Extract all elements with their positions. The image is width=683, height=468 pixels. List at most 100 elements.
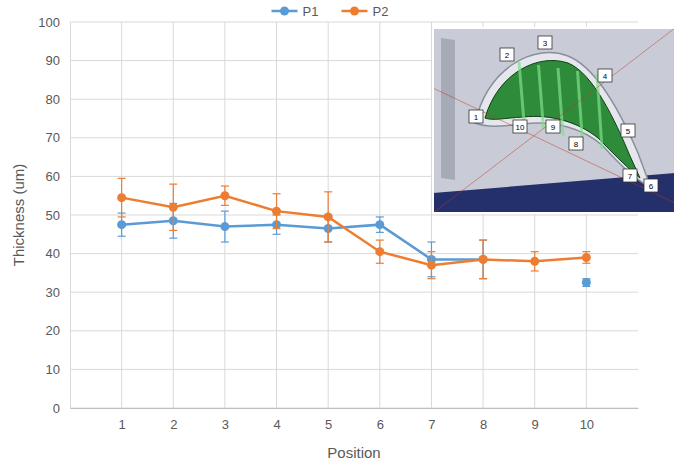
inset-guide xyxy=(433,88,675,203)
error-bar xyxy=(479,240,487,279)
inset-label: 9 xyxy=(551,123,556,132)
error-bar-line xyxy=(479,239,487,240)
legend-marker xyxy=(280,7,289,16)
inset-background xyxy=(433,28,675,213)
error-bar-line xyxy=(324,241,332,242)
error-bar xyxy=(376,240,384,263)
y-grid-line xyxy=(70,215,638,216)
y-tick-label: 0 xyxy=(53,401,60,416)
inset-highlight xyxy=(578,71,583,142)
error-bar-line xyxy=(427,241,435,242)
error-bar xyxy=(118,178,126,217)
x-grid-line xyxy=(224,22,225,408)
inset-label: 2 xyxy=(505,51,510,60)
inset-label: 5 xyxy=(626,127,631,136)
y-grid-line xyxy=(70,408,638,409)
y-axis: 0102030405060708090100 xyxy=(38,15,70,416)
y-tick: 30 xyxy=(46,285,70,300)
error-bar-line xyxy=(582,251,590,252)
y-tick: 60 xyxy=(46,169,70,184)
y-grid-line xyxy=(70,253,638,254)
point xyxy=(220,222,229,231)
error-bar-line xyxy=(118,216,126,217)
error-bar-line xyxy=(221,211,229,212)
point xyxy=(324,212,333,221)
error-bar-line xyxy=(531,251,539,252)
y-grid-line xyxy=(70,330,638,331)
legend-item: P2 xyxy=(342,4,389,19)
y-tick: 0 xyxy=(53,401,70,416)
x-tick-label: 2 xyxy=(170,417,177,432)
point xyxy=(582,253,591,262)
error-bar-line xyxy=(324,241,332,242)
point xyxy=(117,220,126,229)
error-bar xyxy=(376,217,384,232)
inset-label-box xyxy=(569,137,583,150)
error-bar-line xyxy=(221,241,229,242)
error-bar xyxy=(531,252,539,271)
error-bar xyxy=(582,279,590,287)
error-bar xyxy=(118,213,126,236)
x-grid-line xyxy=(121,22,122,408)
error-bar xyxy=(582,252,590,264)
error-bar-line xyxy=(479,239,487,240)
inset-label: 3 xyxy=(543,39,548,48)
x-tick: 3 xyxy=(222,408,229,432)
error-bar-line xyxy=(273,234,281,235)
y-tick: 50 xyxy=(46,208,70,223)
point xyxy=(117,193,126,202)
inset-label: 10 xyxy=(516,123,525,132)
y-tick: 20 xyxy=(46,323,70,338)
point xyxy=(375,247,384,256)
y-grid-line xyxy=(70,292,638,293)
chart: 010203040506070809010012345678910Thickne… xyxy=(0,0,683,468)
inset-frame xyxy=(433,28,675,213)
x-tick: 6 xyxy=(377,408,384,432)
x-tick-label: 3 xyxy=(222,417,229,432)
error-bar-line xyxy=(118,178,126,179)
y-tick-label: 80 xyxy=(46,92,60,107)
error-bar xyxy=(221,211,229,242)
inset-highlight xyxy=(539,65,544,129)
inset-label: 1 xyxy=(474,113,479,122)
error-bar-line xyxy=(427,278,435,279)
inset-label: 6 xyxy=(649,182,654,191)
point xyxy=(479,255,488,264)
error-bar-line xyxy=(582,263,590,264)
x-tick: 5 xyxy=(325,408,332,432)
inset-label-box xyxy=(538,36,552,49)
point xyxy=(530,257,539,266)
inset-label-box xyxy=(500,48,514,61)
line xyxy=(122,221,587,283)
x-axis-title: Position xyxy=(327,444,380,461)
x-tick: 2 xyxy=(170,408,177,432)
legend-label: P2 xyxy=(373,4,389,19)
error-bar-line xyxy=(479,278,487,279)
error-bar-line xyxy=(169,238,177,239)
error-bar-line xyxy=(324,191,332,192)
y-tick-label: 30 xyxy=(46,285,60,300)
error-bar xyxy=(221,186,229,205)
error-bar-line xyxy=(376,263,384,264)
y-tick: 80 xyxy=(46,92,70,107)
y-tick-label: 40 xyxy=(46,246,60,261)
error-bar xyxy=(427,252,435,279)
y-tick-label: 20 xyxy=(46,323,60,338)
x-tick-label: 9 xyxy=(532,417,539,432)
error-bar-line xyxy=(221,205,229,206)
inset-label-box xyxy=(513,120,527,133)
error-bar-line xyxy=(376,216,384,217)
inset-plate xyxy=(433,28,675,193)
x-tick-label: 8 xyxy=(480,417,487,432)
inset-blade xyxy=(485,60,640,178)
legend-item: P1 xyxy=(272,4,319,19)
y-tick: 70 xyxy=(46,130,70,145)
error-bar-line xyxy=(169,230,177,231)
y-tick-label: 100 xyxy=(38,15,60,30)
inset-highlight xyxy=(519,62,524,122)
point xyxy=(479,255,488,264)
inset-label: 8 xyxy=(574,140,579,149)
point xyxy=(220,191,229,200)
y-grid-line xyxy=(70,369,638,370)
y-axis-title: Thickness (um) xyxy=(10,164,27,267)
